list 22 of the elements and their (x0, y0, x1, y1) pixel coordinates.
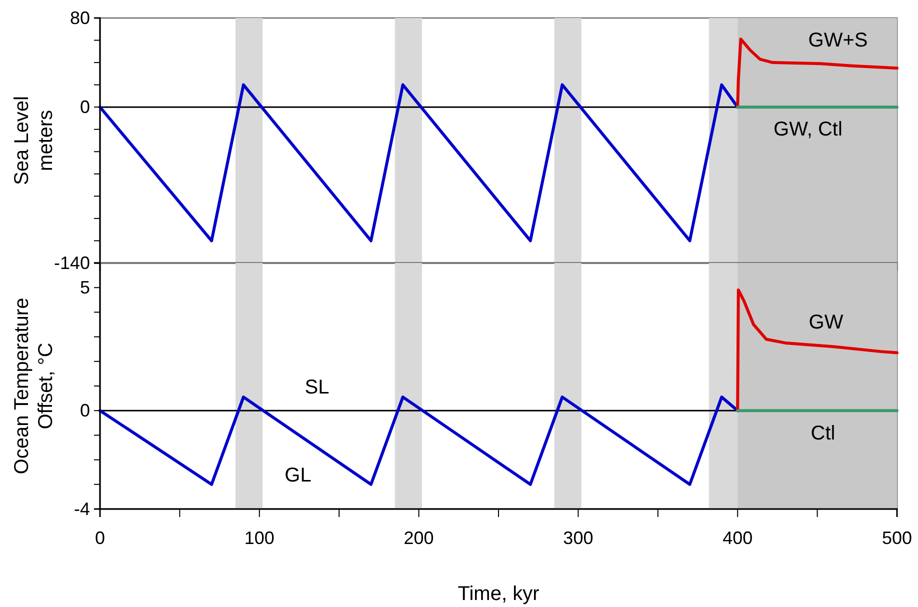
annotation: GW+S (808, 29, 868, 52)
y-tick-label: -140 (54, 252, 90, 273)
annotation: GW, Ctl (774, 118, 842, 140)
x-tick-label: 500 (882, 528, 912, 548)
y-axis-title: Sea Level meters (11, 96, 57, 185)
y-axis-title: Ocean Temperature Offset, °C (11, 298, 57, 474)
x-tick-label: 300 (563, 528, 594, 548)
x-tick-label: 400 (722, 528, 753, 548)
x-tick-label: 100 (244, 528, 274, 548)
y-tick-label: 80 (70, 8, 90, 28)
line-series (736, 288, 898, 412)
x-tick-label: 200 (404, 528, 434, 548)
y-tick-label: 5 (80, 277, 90, 298)
y-tick-label: 0 (80, 96, 90, 117)
y-tick-label: 0 (80, 400, 90, 420)
annotation: GL (284, 464, 312, 486)
annotation: SL (304, 376, 330, 398)
y-tick-label: -4 (74, 498, 90, 519)
x-tick-label: 0 (94, 528, 106, 548)
annotation: GW (808, 311, 844, 334)
x-axis-title: Time, kyr (458, 583, 540, 605)
annotation: Ctl (810, 422, 836, 444)
